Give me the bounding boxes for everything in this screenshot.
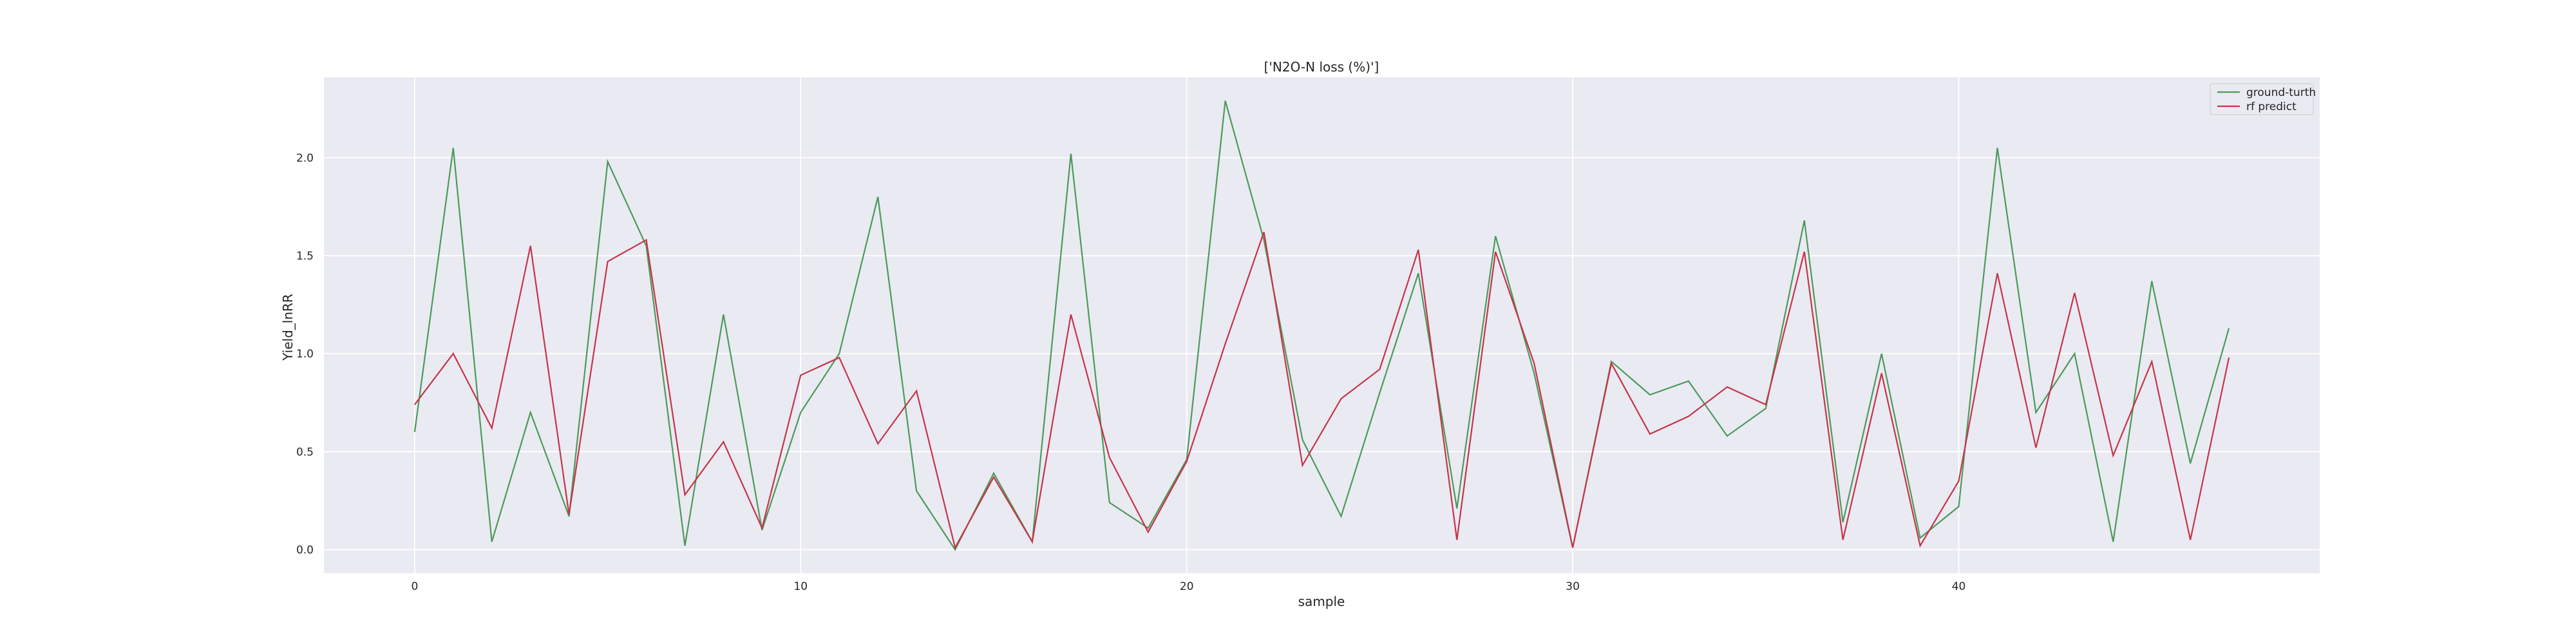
y-tick-label: 1.0 (296, 348, 314, 361)
series-lines (413, 100, 2230, 551)
tick-labels: 0 10 20 30 40 0.0 0.5 1.0 1.5 2.0 (296, 152, 1965, 593)
y-tick-label: 0.0 (296, 544, 314, 556)
x-tick-label: 40 (1952, 580, 1966, 593)
legend-label: rf predict (2246, 100, 2297, 113)
y-tick-label: 0.5 (296, 446, 314, 459)
legend-label: ground-turth (2246, 86, 2316, 99)
x-tick-label: 10 (793, 580, 808, 593)
chart-title: ['N2O-N loss (%)'] (1264, 59, 1379, 75)
x-tick-label: 20 (1180, 580, 1194, 593)
y-axis-label: Yield_lnRR (280, 294, 296, 361)
y-tick-label: 1.5 (296, 250, 314, 263)
plot-area (324, 77, 2320, 573)
series-line-1 (414, 232, 2230, 550)
y-tick-label: 2.0 (296, 152, 314, 165)
x-tick-label: 0 (411, 580, 418, 593)
x-axis-label: sample (1298, 594, 1345, 609)
series-line-0 (413, 100, 2230, 551)
x-tick-label: 30 (1566, 580, 1580, 593)
grid-lines (324, 77, 2320, 573)
